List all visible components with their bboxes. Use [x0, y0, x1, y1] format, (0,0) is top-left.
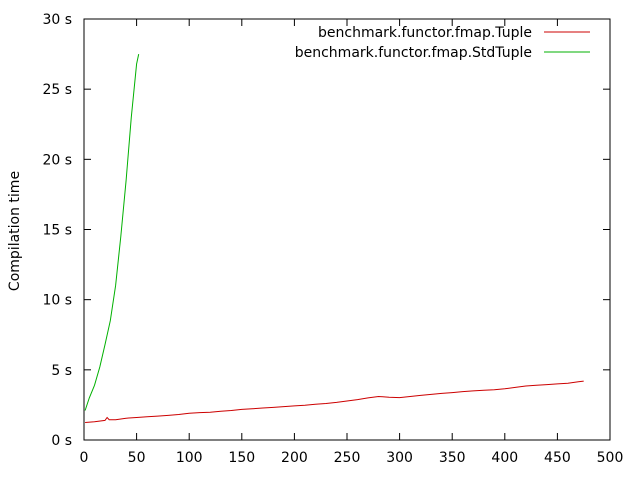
y-tick-label: 20 s — [42, 152, 72, 168]
y-tick-label: 30 s — [42, 12, 72, 28]
y-tick-label: 10 s — [42, 293, 72, 309]
y-tick-label: 15 s — [42, 223, 72, 239]
legend-label: benchmark.functor.fmap.Tuple — [318, 25, 532, 41]
x-tick-label: 100 — [176, 450, 203, 466]
y-tick-label: 25 s — [42, 82, 72, 98]
y-axis-ticks: 0 s 5 s 10 s 15 s 20 s 25 s 30 s — [42, 12, 610, 449]
x-tick-label: 200 — [281, 450, 308, 466]
x-tick-label: 250 — [334, 450, 361, 466]
legend: benchmark.functor.fmap.Tuple benchmark.fu… — [295, 25, 590, 61]
x-axis-ticks: 0 50 100 150 200 250 300 350 400 450 500 — [80, 19, 624, 466]
x-tick-label: 400 — [491, 450, 518, 466]
x-tick-label: 500 — [597, 450, 624, 466]
x-tick-label: 0 — [80, 450, 89, 466]
y-tick-label: 0 s — [51, 433, 72, 449]
series-lines — [84, 53, 584, 423]
y-tick-label: 5 s — [51, 363, 72, 379]
plot-frame — [83, 18, 611, 441]
x-tick-label: 350 — [439, 450, 466, 466]
y-axis-label: Compilation time — [7, 171, 23, 291]
x-tick-label: 300 — [386, 450, 413, 466]
x-tick-label: 50 — [128, 450, 146, 466]
series-line — [84, 53, 140, 411]
series-line — [85, 380, 584, 423]
x-tick-label: 150 — [228, 450, 255, 466]
x-tick-label: 450 — [544, 450, 571, 466]
legend-label: benchmark.functor.fmap.StdTuple — [295, 45, 532, 61]
